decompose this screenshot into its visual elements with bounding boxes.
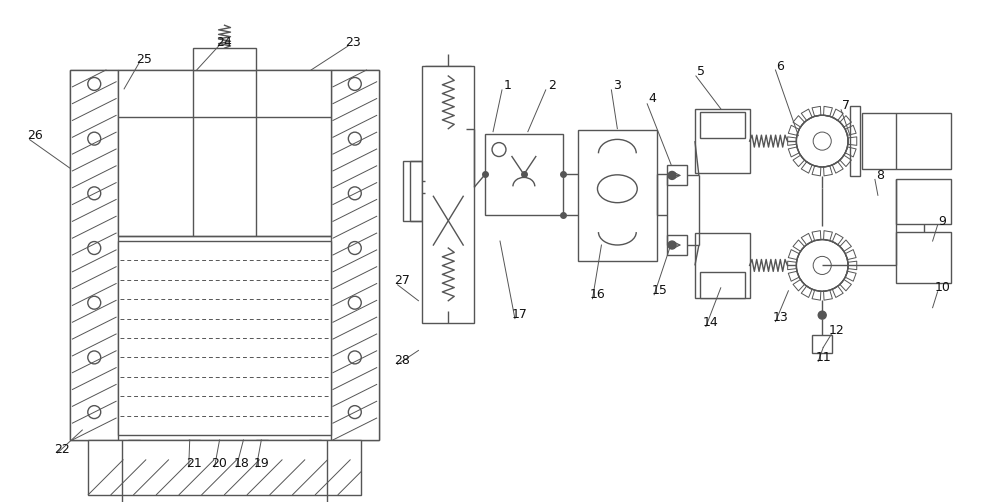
Text: 24: 24 xyxy=(216,36,231,49)
Text: 8: 8 xyxy=(876,169,884,182)
Text: 15: 15 xyxy=(651,284,667,297)
Bar xyxy=(256,440,268,448)
Text: 21: 21 xyxy=(186,457,202,470)
Text: 25: 25 xyxy=(136,53,152,65)
Bar xyxy=(422,66,474,322)
Bar xyxy=(118,241,331,435)
Ellipse shape xyxy=(597,175,637,203)
Text: 26: 26 xyxy=(27,129,42,142)
Text: 1: 1 xyxy=(504,79,512,93)
Bar xyxy=(425,66,471,76)
Bar xyxy=(667,165,687,186)
Bar xyxy=(896,179,951,224)
Text: 20: 20 xyxy=(212,457,227,470)
Bar xyxy=(309,440,321,448)
Bar xyxy=(403,161,422,221)
Bar xyxy=(425,301,471,311)
Text: 10: 10 xyxy=(935,281,950,294)
Text: 14: 14 xyxy=(703,316,719,329)
Circle shape xyxy=(818,311,826,319)
Text: 6: 6 xyxy=(777,59,784,72)
Circle shape xyxy=(668,172,676,180)
Bar xyxy=(812,335,832,353)
Text: 11: 11 xyxy=(815,351,831,364)
Bar xyxy=(193,48,256,70)
Text: 22: 22 xyxy=(55,444,70,456)
Text: 23: 23 xyxy=(345,36,361,49)
Text: 17: 17 xyxy=(512,308,528,321)
Text: 16: 16 xyxy=(590,288,605,301)
Text: 19: 19 xyxy=(253,457,269,470)
Text: 4: 4 xyxy=(648,93,656,105)
Text: 9: 9 xyxy=(939,215,946,228)
Bar xyxy=(850,106,860,176)
Bar xyxy=(578,130,657,261)
Bar xyxy=(128,440,140,448)
Text: 5: 5 xyxy=(697,65,705,78)
Text: 3: 3 xyxy=(613,79,621,93)
Bar xyxy=(667,235,687,255)
Text: 7: 7 xyxy=(842,99,850,112)
Text: 28: 28 xyxy=(395,354,410,367)
Text: 27: 27 xyxy=(395,274,410,287)
Circle shape xyxy=(668,241,676,249)
Bar xyxy=(331,70,379,440)
Bar xyxy=(700,112,745,138)
Bar xyxy=(896,231,951,283)
Bar xyxy=(695,233,750,298)
Bar xyxy=(430,129,466,169)
Text: 13: 13 xyxy=(773,311,788,324)
Bar xyxy=(430,193,466,248)
Bar xyxy=(862,113,951,169)
Bar xyxy=(188,440,200,448)
Bar xyxy=(70,70,379,440)
Bar xyxy=(485,134,563,215)
Text: 18: 18 xyxy=(233,457,249,470)
Bar xyxy=(700,272,745,298)
Bar xyxy=(118,70,331,236)
Bar xyxy=(70,70,118,440)
Text: 12: 12 xyxy=(828,324,844,337)
Bar xyxy=(88,440,361,494)
Bar xyxy=(695,109,750,174)
Bar xyxy=(425,182,471,193)
Text: 2: 2 xyxy=(548,79,556,93)
